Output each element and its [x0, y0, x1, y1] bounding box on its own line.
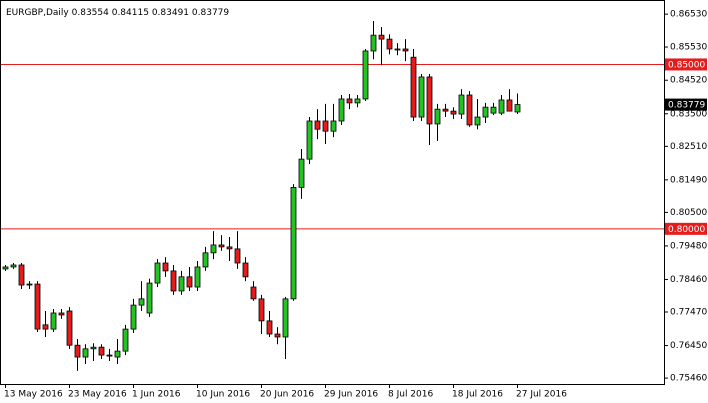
- chart-title: EURGBP,Daily 0.83554 0.84115 0.83491 0.8…: [6, 8, 229, 18]
- candle-body: [66, 310, 73, 346]
- candle-body: [82, 348, 89, 358]
- y-tick-label: 0.84520: [670, 76, 707, 86]
- x-tick-label: 20 Jun 2016: [260, 390, 314, 400]
- level-label-box: [665, 58, 707, 71]
- plot-frame: [0, 0, 665, 385]
- candle-body: [122, 328, 129, 352]
- candle-body: [114, 350, 121, 358]
- candle-body: [234, 248, 241, 264]
- candle-body: [394, 48, 401, 51]
- y-tick-label: 0.76450: [670, 341, 707, 351]
- candle-body: [210, 244, 217, 254]
- candle-body: [282, 298, 289, 338]
- last-price-label: 0.83779: [668, 101, 705, 111]
- x-tick-label: 8 Jul 2016: [388, 390, 433, 400]
- candle-body: [338, 98, 345, 122]
- candle-body: [506, 99, 513, 112]
- last-price-box: [665, 98, 707, 111]
- candle-body: [466, 94, 473, 126]
- candle-body: [450, 110, 457, 115]
- x-tick-label: 23 May 2016: [68, 390, 127, 400]
- level-label-box: [665, 222, 707, 235]
- candle-body: [58, 312, 65, 316]
- candle-body: [170, 270, 177, 292]
- candle-body: [410, 56, 417, 118]
- x-tick-label: 18 Jul 2016: [452, 390, 503, 400]
- candle-body: [34, 283, 41, 330]
- y-tick-label: 0.86530: [670, 10, 707, 20]
- candle-body: [458, 94, 465, 115]
- candle-body: [386, 38, 393, 50]
- candle-body: [434, 108, 441, 125]
- candle-body: [90, 346, 97, 350]
- candle-body: [218, 244, 225, 248]
- candle-body: [2, 266, 9, 270]
- candle-body: [42, 324, 49, 330]
- candle-body: [186, 276, 193, 288]
- candle-body: [314, 120, 321, 130]
- candle-body: [490, 106, 497, 114]
- y-tick-label: 0.79480: [670, 241, 707, 251]
- y-tick-label: 0.83500: [670, 109, 707, 119]
- candle-body: [354, 98, 361, 104]
- candle-body: [226, 246, 233, 250]
- y-tick-label: 0.77470: [670, 308, 707, 318]
- y-tick-label: 0.78460: [670, 275, 707, 285]
- y-tick-label: 0.82510: [670, 142, 707, 152]
- x-tick-label: 1 Jun 2016: [132, 390, 181, 400]
- candle-body: [258, 298, 265, 322]
- candle-body: [202, 252, 209, 268]
- candle-body: [106, 354, 113, 357]
- x-tick-label: 13 May 2016: [4, 390, 63, 400]
- candle-body: [10, 264, 17, 268]
- candle-body: [250, 286, 257, 300]
- candle-body: [98, 346, 105, 356]
- candle-body: [306, 120, 313, 160]
- x-tick-label: 10 Jun 2016: [196, 390, 250, 400]
- candle-body: [290, 187, 297, 300]
- candle-body: [402, 48, 409, 52]
- candle-body: [426, 76, 433, 125]
- candle-body: [130, 304, 137, 330]
- candle-body: [370, 34, 377, 52]
- candle-body: [26, 283, 33, 286]
- candle-body: [242, 262, 249, 278]
- candle-body: [330, 120, 337, 132]
- candle-body: [474, 116, 481, 126]
- candle-body: [162, 262, 169, 272]
- candle-body: [418, 76, 425, 118]
- candle-body: [482, 106, 489, 118]
- candle-body: [378, 34, 385, 40]
- candle-body: [266, 320, 273, 335]
- candle-body: [298, 158, 305, 188]
- candle-body: [146, 282, 153, 314]
- candle-body: [74, 344, 81, 358]
- candle-body: [442, 108, 449, 112]
- candle-body: [322, 120, 329, 132]
- candle-body: [18, 264, 25, 286]
- y-tick-label: 0.80500: [670, 208, 707, 218]
- candle-body: [154, 262, 161, 284]
- candle-body: [178, 276, 185, 292]
- candle-body: [362, 50, 369, 100]
- y-tick-label: 0.81490: [670, 175, 707, 185]
- candle-body: [346, 98, 353, 104]
- level-label: 0.85000: [668, 60, 705, 70]
- candle-body: [274, 333, 281, 338]
- candle-body: [514, 104, 521, 113]
- y-tick-label: 0.75460: [670, 374, 707, 384]
- candle-body: [50, 312, 57, 330]
- x-tick-label: 27 Jul 2016: [516, 390, 567, 400]
- level-label: 0.80000: [668, 225, 705, 235]
- candle-body: [194, 266, 201, 288]
- x-tick-label: 29 Jun 2016: [324, 390, 378, 400]
- y-tick-label: 0.85530: [670, 43, 707, 53]
- candle-body: [498, 99, 505, 114]
- candle-body: [138, 298, 145, 306]
